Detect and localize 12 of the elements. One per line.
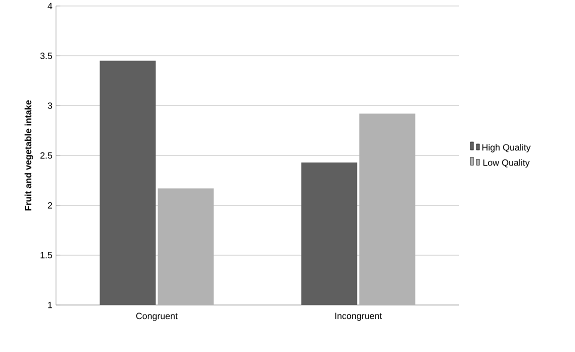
legend-label: Low Quality xyxy=(483,159,530,168)
x-tick-label: Incongruent xyxy=(335,312,382,321)
y-axis-title: Fruit and vegetable intake xyxy=(24,100,34,210)
y-tick-label: 3.5 xyxy=(40,52,52,60)
legend-label: High Quality xyxy=(482,144,531,152)
y-tick-label: 1.5 xyxy=(40,252,52,258)
y-tick-label: 3 xyxy=(48,102,52,109)
y-tick-label: 2 xyxy=(48,202,52,208)
y-tick-label: 4 xyxy=(48,2,52,10)
y-tick-label: 1 xyxy=(48,302,52,308)
y-tick-label: 2.5 xyxy=(40,152,52,159)
x-tick-label: Congruent xyxy=(136,312,178,321)
